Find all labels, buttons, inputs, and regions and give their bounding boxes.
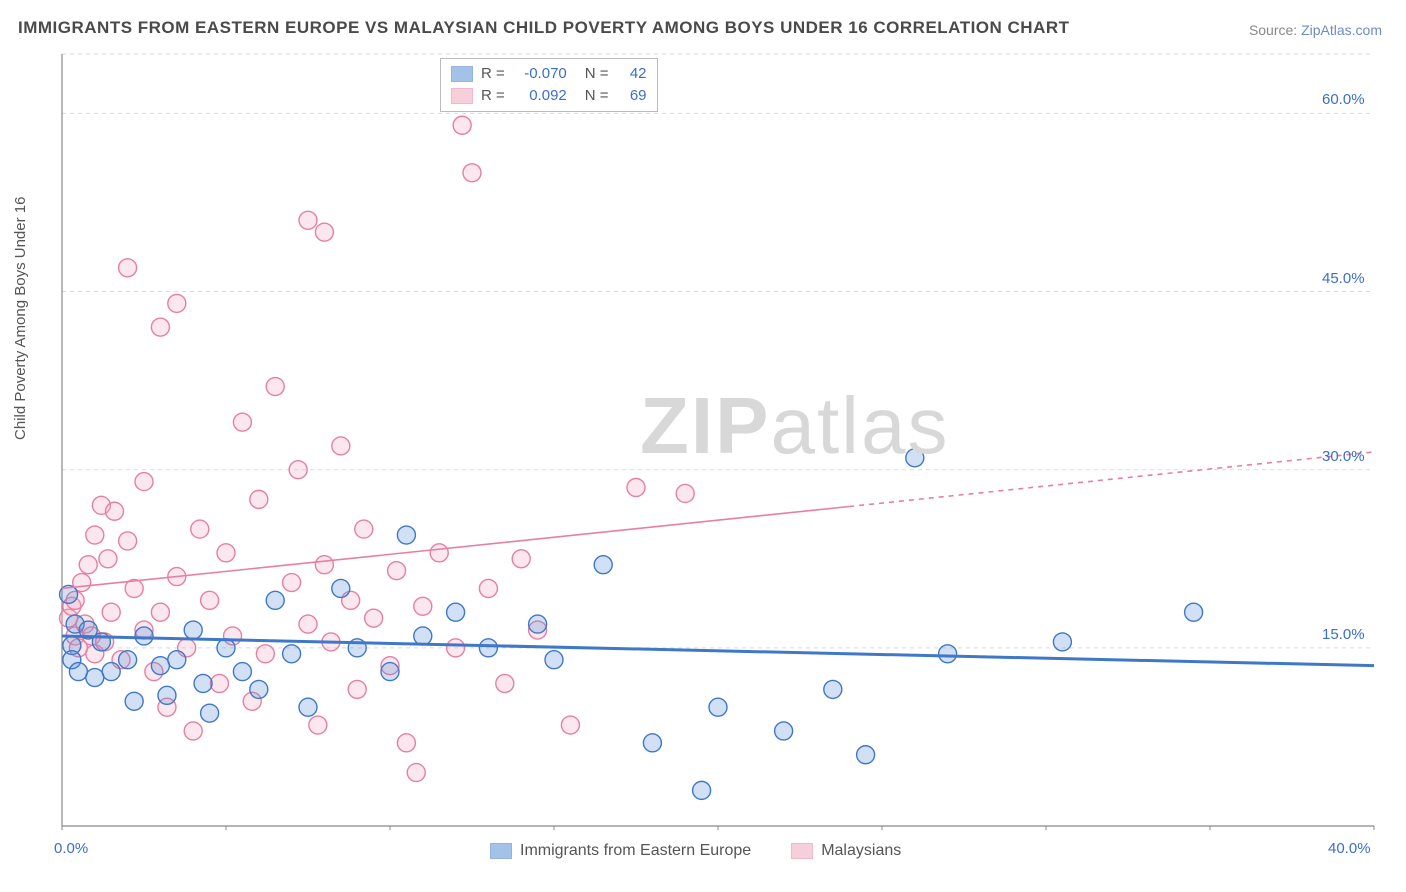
legend-r-label: R = [481,85,505,107]
source-prefix: Source: [1249,22,1301,38]
legend-series-label: Immigrants from Eastern Europe [520,842,751,860]
legend-item: Immigrants from Eastern Europe [490,842,751,860]
legend-r-value: 0.092 [513,85,567,107]
legend-n-value: 69 [617,85,647,107]
legend-swatch [490,843,512,859]
y-tick-label: 45.0% [1322,270,1365,287]
legend-r-value: -0.070 [513,63,567,85]
legend-swatch [451,88,473,104]
legend-item: Malaysians [791,842,901,860]
legend-n-value: 42 [617,63,647,85]
plot-area [58,50,1378,830]
y-axis-label: Child Poverty Among Boys Under 16 [12,197,29,440]
legend-swatch [451,66,473,82]
legend-row: R = -0.070 N = 42 [451,63,647,85]
x-tick-label: 40.0% [1328,840,1371,857]
legend-series-label: Malaysians [821,842,901,860]
chart-title: IMMIGRANTS FROM EASTERN EUROPE VS MALAYS… [18,18,1070,38]
legend-swatch [791,843,813,859]
correlation-legend: R = -0.070 N = 42 R = 0.092 N = 69 [440,58,658,112]
scatter-chart [58,50,1378,830]
source-attribution: Source: ZipAtlas.com [1249,22,1382,38]
legend-r-label: R = [481,63,505,85]
source-link[interactable]: ZipAtlas.com [1301,22,1382,38]
series-legend: Immigrants from Eastern Europe Malaysians [490,842,901,860]
y-tick-label: 15.0% [1322,626,1365,643]
legend-n-label: N = [585,63,609,85]
y-tick-label: 30.0% [1322,448,1365,465]
y-tick-label: 60.0% [1322,91,1365,108]
legend-n-label: N = [585,85,609,107]
x-tick-label: 0.0% [54,840,88,857]
legend-row: R = 0.092 N = 69 [451,85,647,107]
